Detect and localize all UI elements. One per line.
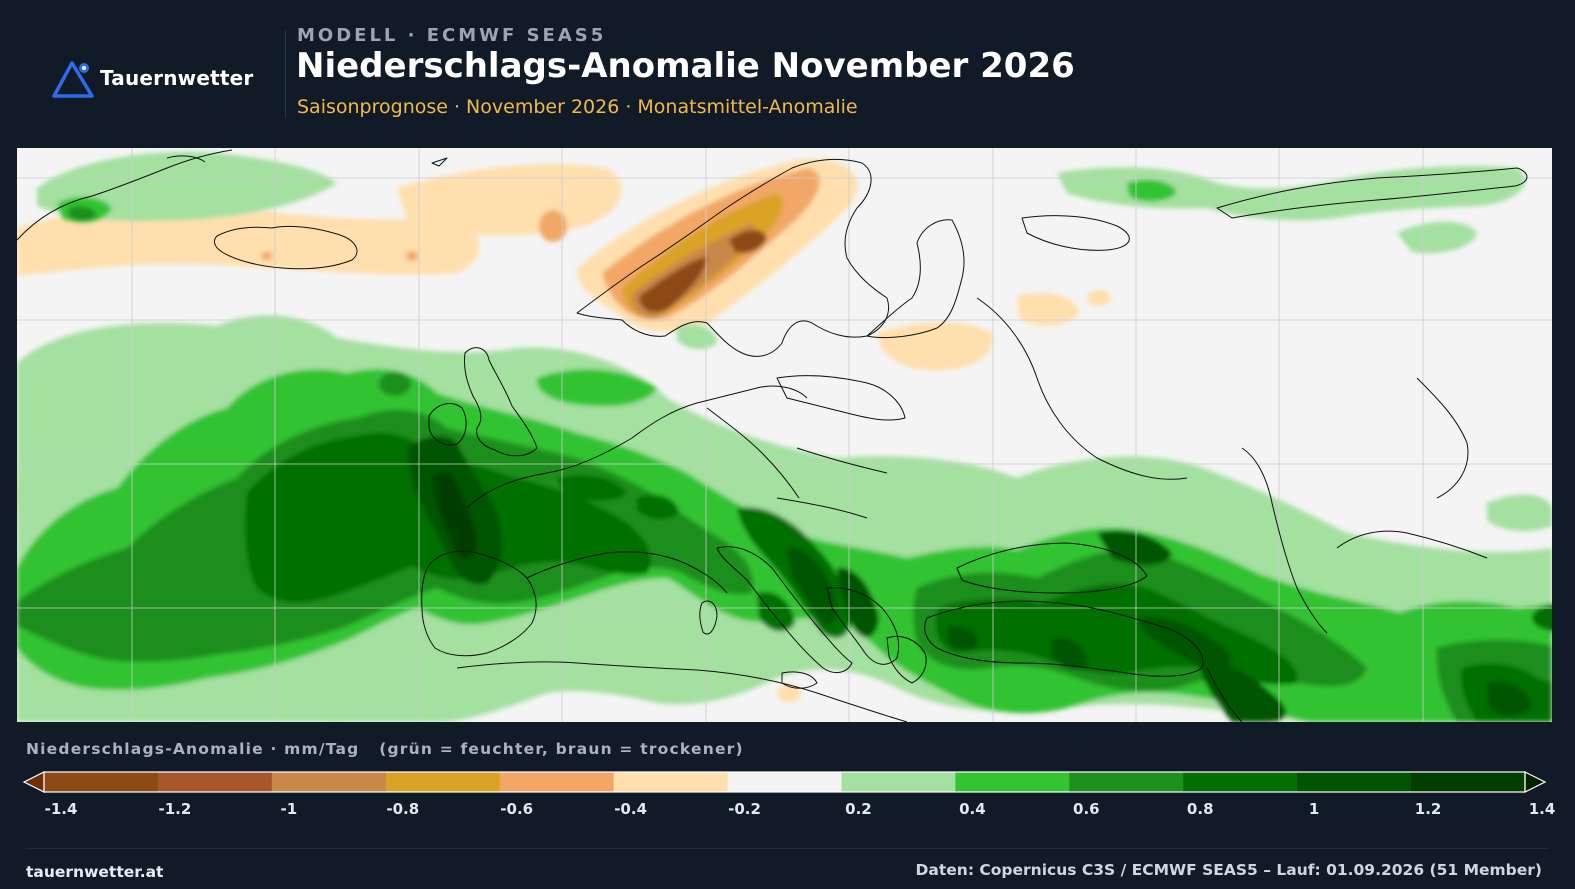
brand-name: Tauernwetter — [100, 66, 254, 90]
colorbar-tick-label: -1.4 — [44, 800, 78, 818]
svalbard-coastline — [166, 155, 448, 167]
iberia-coastline — [421, 550, 537, 657]
colorbar-tick-label: 0.2 — [845, 800, 872, 818]
france-coastline — [526, 551, 728, 594]
model-label: MODELL · ECMWF SEAS5 — [297, 25, 607, 46]
colorbar-segment — [841, 772, 956, 792]
colorbar-tick-label: -1 — [280, 800, 298, 818]
colorbar-tick-label: -0.8 — [386, 800, 420, 818]
finland-coastline — [866, 219, 965, 339]
coastlines-and-borders — [17, 149, 1528, 722]
colorbar-tick-label: -0.4 — [614, 800, 648, 818]
colorbar-tick-label: -1.2 — [158, 800, 192, 818]
caspian-coastline — [1241, 447, 1328, 634]
balkans-coastline — [826, 587, 900, 665]
colorbar-segment — [271, 772, 387, 792]
anomaly-map — [17, 148, 1552, 722]
eastern-border — [1416, 377, 1469, 499]
colorbar-frame — [43, 771, 1526, 793]
colorbar-tick-label: 0.8 — [1186, 800, 1214, 818]
colorbar-tick-label: -0.6 — [500, 800, 534, 818]
colorbar-tick-label: 0.4 — [959, 800, 986, 818]
colorbar-segment — [1183, 772, 1298, 792]
colorbar-tick-label: -0.2 — [728, 800, 761, 818]
baltic-coastline — [776, 375, 906, 421]
colorbar-tick-label: 1.4 — [1528, 800, 1556, 818]
britain-coastline — [464, 347, 538, 457]
page-subtitle: Saisonprognose · November 2026 · Monatsm… — [297, 96, 858, 118]
mountain-logo-icon — [52, 61, 94, 98]
sardinia-coastline — [699, 600, 718, 635]
italy-coastline — [716, 546, 853, 674]
greece-coastline — [886, 635, 927, 684]
ireland-coastline — [428, 403, 467, 446]
colorbar-ticks: -1.4 -1.2 -1 -0.8 -0.6 -0.4 -0.2 0.2 0.4 0.6 0.8 1 1… — [0, 800, 1575, 820]
colorbar-scale — [22, 771, 1547, 793]
novaya-zemlya-coastline — [1216, 167, 1528, 219]
sicily-coastline — [781, 671, 818, 689]
footer-divider — [26, 848, 1549, 849]
colorbar-segment — [955, 772, 1070, 792]
colorbar-segment — [157, 772, 273, 792]
turkey-coastline — [924, 600, 1204, 677]
russia-border — [976, 297, 1188, 480]
header: Tauernwetter MODELL · ECMWF SEAS5 Nieder… — [0, 0, 1575, 148]
data-source: Daten: Copernicus C3S / ECMWF SEAS5 – La… — [915, 861, 1542, 879]
north-africa-coastline — [456, 661, 908, 722]
kola-coastline — [1021, 215, 1130, 251]
legend-title: Niederschlags-Anomalie · mm/Tag (grün = … — [26, 740, 744, 758]
colorbar-segment — [727, 772, 843, 792]
colorbar-tick-label: 1.2 — [1414, 800, 1442, 818]
mideast-coastline — [1206, 667, 1243, 722]
colorbar-segment — [1411, 772, 1526, 792]
anomaly-map-canvas — [17, 148, 1552, 722]
central-borders — [706, 407, 888, 519]
scandinavia-coastline — [576, 158, 890, 357]
colorbar — [22, 768, 1547, 798]
colorbar-segment — [499, 772, 615, 792]
colorbar-segment — [613, 772, 729, 792]
header-divider — [285, 30, 286, 118]
colorbar-over-arrow — [1524, 771, 1547, 793]
colorbar-segment — [1297, 772, 1412, 792]
colorbar-tick-label: 0.6 — [1073, 800, 1100, 818]
arabian-border — [1336, 530, 1488, 559]
colorbar-segment — [44, 772, 159, 792]
colorbar-tick-label: 1 — [1308, 800, 1320, 818]
colorbar-segment — [1069, 772, 1184, 792]
continental-coastline — [466, 385, 808, 509]
colorbar-under-arrow — [22, 771, 45, 793]
brand-logo[interactable]: Tauernwetter — [52, 58, 253, 98]
black-sea-coastline — [956, 542, 1148, 594]
page-title: Niederschlags-Anomalie November 2026 — [296, 46, 1075, 86]
site-link[interactable]: tauernwetter.at — [26, 863, 164, 881]
iceland-coastline — [213, 225, 358, 270]
graticule-lines — [17, 148, 1552, 722]
colorbar-segment — [385, 772, 501, 792]
